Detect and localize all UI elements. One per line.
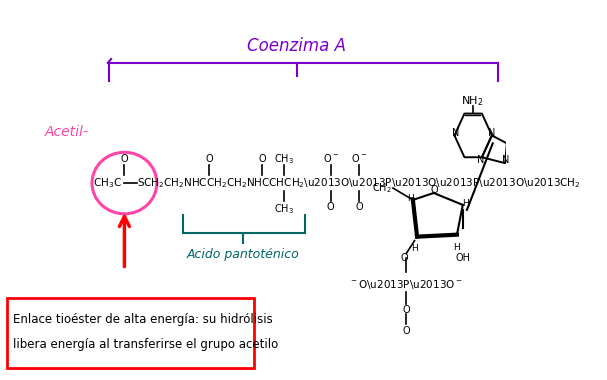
Text: O$^-$: O$^-$: [351, 152, 367, 164]
Text: O: O: [205, 154, 213, 164]
Text: CH$_3$: CH$_3$: [274, 152, 294, 166]
Text: N: N: [503, 155, 510, 165]
Text: OH: OH: [455, 252, 470, 263]
Text: SCH$_2$CH$_2$NHCCH$_2$CH$_2$NHCCHCH$_2$\u2013O\u2013P\u2013O\u2013P\u2013O\u2013: SCH$_2$CH$_2$NHCCH$_2$CH$_2$NHCCHCH$_2$\…: [137, 176, 581, 190]
Text: N: N: [488, 128, 495, 138]
Text: Acido pantoténico: Acido pantoténico: [187, 248, 300, 261]
Text: N: N: [452, 128, 460, 138]
Text: O: O: [431, 185, 438, 195]
Text: O$^-$: O$^-$: [322, 152, 339, 164]
Text: O: O: [355, 202, 362, 212]
Text: CH$_2$: CH$_2$: [372, 181, 392, 195]
Text: H: H: [407, 195, 414, 203]
Text: H: H: [462, 200, 469, 208]
Text: CH$_3$: CH$_3$: [274, 202, 294, 216]
Text: Enlace tioéster de alta energía: su hidrólisis: Enlace tioéster de alta energía: su hidr…: [13, 312, 273, 326]
Text: O: O: [401, 252, 409, 263]
Text: $^-$O\u2013P\u2013O$^-$: $^-$O\u2013P\u2013O$^-$: [350, 278, 463, 291]
Text: N: N: [476, 155, 484, 165]
Text: Acetil-: Acetil-: [45, 125, 89, 139]
Text: H: H: [453, 243, 460, 252]
Text: O: O: [121, 154, 128, 164]
Text: O: O: [327, 202, 334, 212]
Text: NH$_2$: NH$_2$: [461, 94, 484, 108]
Text: libera energía al transferirse el grupo acetilo: libera energía al transferirse el grupo …: [13, 338, 278, 352]
Text: Coenzima A: Coenzima A: [247, 37, 346, 55]
Text: O: O: [402, 326, 410, 336]
FancyBboxPatch shape: [7, 298, 254, 368]
Text: O: O: [259, 154, 266, 164]
Text: CH$_3$C: CH$_3$C: [93, 176, 121, 190]
Text: H: H: [411, 244, 418, 253]
Text: O: O: [402, 305, 410, 315]
